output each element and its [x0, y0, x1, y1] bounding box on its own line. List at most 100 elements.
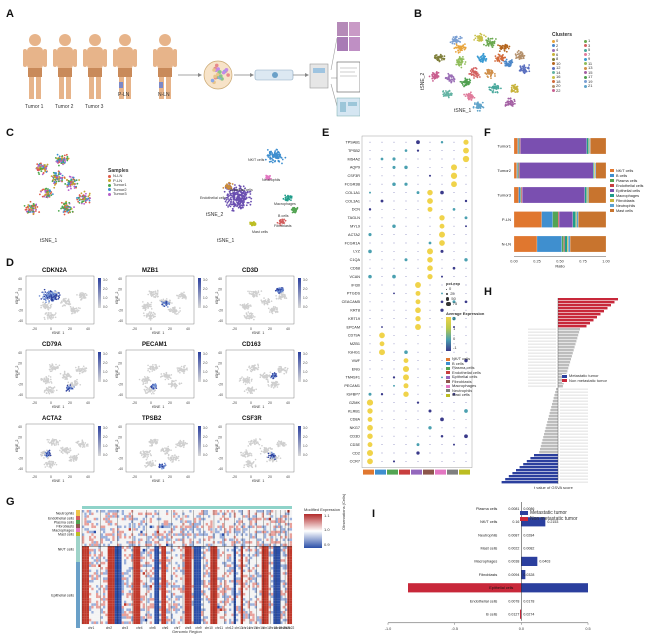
feature-bg-point [272, 459, 274, 462]
feature-bg-point [183, 443, 186, 446]
sample-point [41, 195, 44, 198]
cluster-point [484, 72, 487, 74]
feature-scale-tick: 3.0 [303, 352, 308, 356]
feature-bg-point [169, 459, 172, 462]
sample-point [50, 194, 53, 197]
feature-expr-point [151, 386, 154, 388]
feature-xtick: 40 [86, 401, 90, 405]
cluster-legend-swatch [584, 44, 587, 48]
sample-point [54, 181, 56, 184]
feature-xlabel: tSNE_1 [252, 405, 264, 408]
celltype-point [281, 158, 284, 161]
cluster-point [449, 41, 452, 44]
cluster-point [500, 87, 502, 90]
feature-bg-point [283, 372, 285, 375]
feature-bg-point [175, 379, 177, 382]
feature-expr-point [277, 291, 279, 293]
celltype-point [249, 193, 252, 195]
feature-expr-point [282, 289, 285, 291]
feature-bg-point [80, 295, 83, 298]
cluster-point [442, 90, 444, 93]
feature-expr-point [279, 289, 282, 291]
feature-bg-point [274, 308, 276, 311]
feature-bg-point [272, 305, 275, 308]
feature-scale-tick: 0.0 [303, 453, 308, 457]
celltype-point [225, 196, 228, 199]
feature-colorbar [198, 352, 201, 382]
celltype-point [265, 177, 268, 180]
sample-point [46, 190, 49, 193]
feature-xtick: 40 [186, 327, 190, 331]
feature-expr-point [71, 387, 73, 390]
feature-bg-point [265, 375, 268, 377]
feature-bg-point [264, 376, 266, 378]
feature-bg-point [251, 312, 254, 315]
feature-bg-point [247, 463, 250, 466]
feature-bg-point [250, 454, 253, 457]
feature-bg-point [259, 452, 262, 455]
feature-bg-point [183, 291, 185, 294]
cluster-point [513, 87, 516, 90]
sample-point [80, 192, 83, 195]
dotplot-dot [453, 158, 455, 160]
feature-bg-point [182, 293, 185, 296]
cluster-point [482, 55, 485, 58]
feature-colorbar [98, 352, 101, 382]
feature-scale-tick: 1.0 [303, 444, 308, 448]
feature-scale-tick: 0.0 [103, 453, 108, 457]
cluster-point [496, 57, 499, 59]
cluster-point [453, 78, 456, 81]
feature-bg-point [149, 464, 152, 467]
feature-bg-point [145, 462, 148, 465]
feature-bg-point [45, 379, 47, 382]
feature-xlabel: tSNE_1 [52, 331, 64, 334]
sample-point [57, 180, 60, 183]
feature-bg-point [50, 387, 53, 389]
celltype-point [274, 156, 277, 159]
feature-bg-point [70, 458, 73, 461]
feature-ytick: -20 [118, 383, 123, 387]
feature-bg-point [47, 312, 49, 314]
dotplot-dot [417, 183, 419, 185]
celltype-point [225, 198, 228, 201]
cell-dot [219, 74, 223, 78]
feature-bg-point [174, 386, 177, 389]
feature-bg-point [161, 375, 164, 377]
feature-scale-tick: 1.0 [203, 296, 208, 300]
feature-expr-point [50, 296, 53, 298]
sample-point [28, 204, 31, 207]
cluster-point [519, 54, 522, 57]
feature-bg-point [251, 369, 254, 372]
cluster-point [454, 50, 457, 53]
celltype-point [278, 153, 281, 156]
cluster-point [483, 43, 485, 46]
feature-bg-point [148, 371, 151, 373]
feature-bg-point [73, 454, 76, 457]
feature-bg-point [250, 453, 253, 455]
cluster-point [464, 61, 467, 63]
feature-bg-point [48, 381, 50, 384]
feature-ytick: -40 [18, 393, 23, 397]
cluster-point [494, 91, 497, 94]
feature-expr-point [73, 386, 75, 388]
feature-bg-point [55, 438, 57, 441]
feature-bg-point [276, 307, 278, 310]
feature-bg-point [246, 314, 249, 317]
feature-bg-point [81, 297, 84, 299]
feature-bg-point [57, 365, 59, 368]
feature-bg-point [279, 441, 282, 444]
celltype-point [285, 196, 288, 198]
feature-bg-point [251, 378, 253, 381]
feature-bg-point [266, 376, 269, 379]
cluster-point [478, 106, 480, 109]
feature-bg-point [172, 456, 175, 459]
feature-bg-point [150, 301, 153, 304]
feature-bg-point [44, 313, 47, 315]
feature-ytick: 0 [118, 446, 120, 450]
feature-bg-point [282, 445, 285, 447]
cluster-point [466, 80, 469, 83]
cluster-point [478, 76, 481, 78]
feature-xtick: -20 [32, 475, 37, 479]
feature-bg-point [239, 451, 242, 454]
feature-bg-point [260, 450, 263, 453]
